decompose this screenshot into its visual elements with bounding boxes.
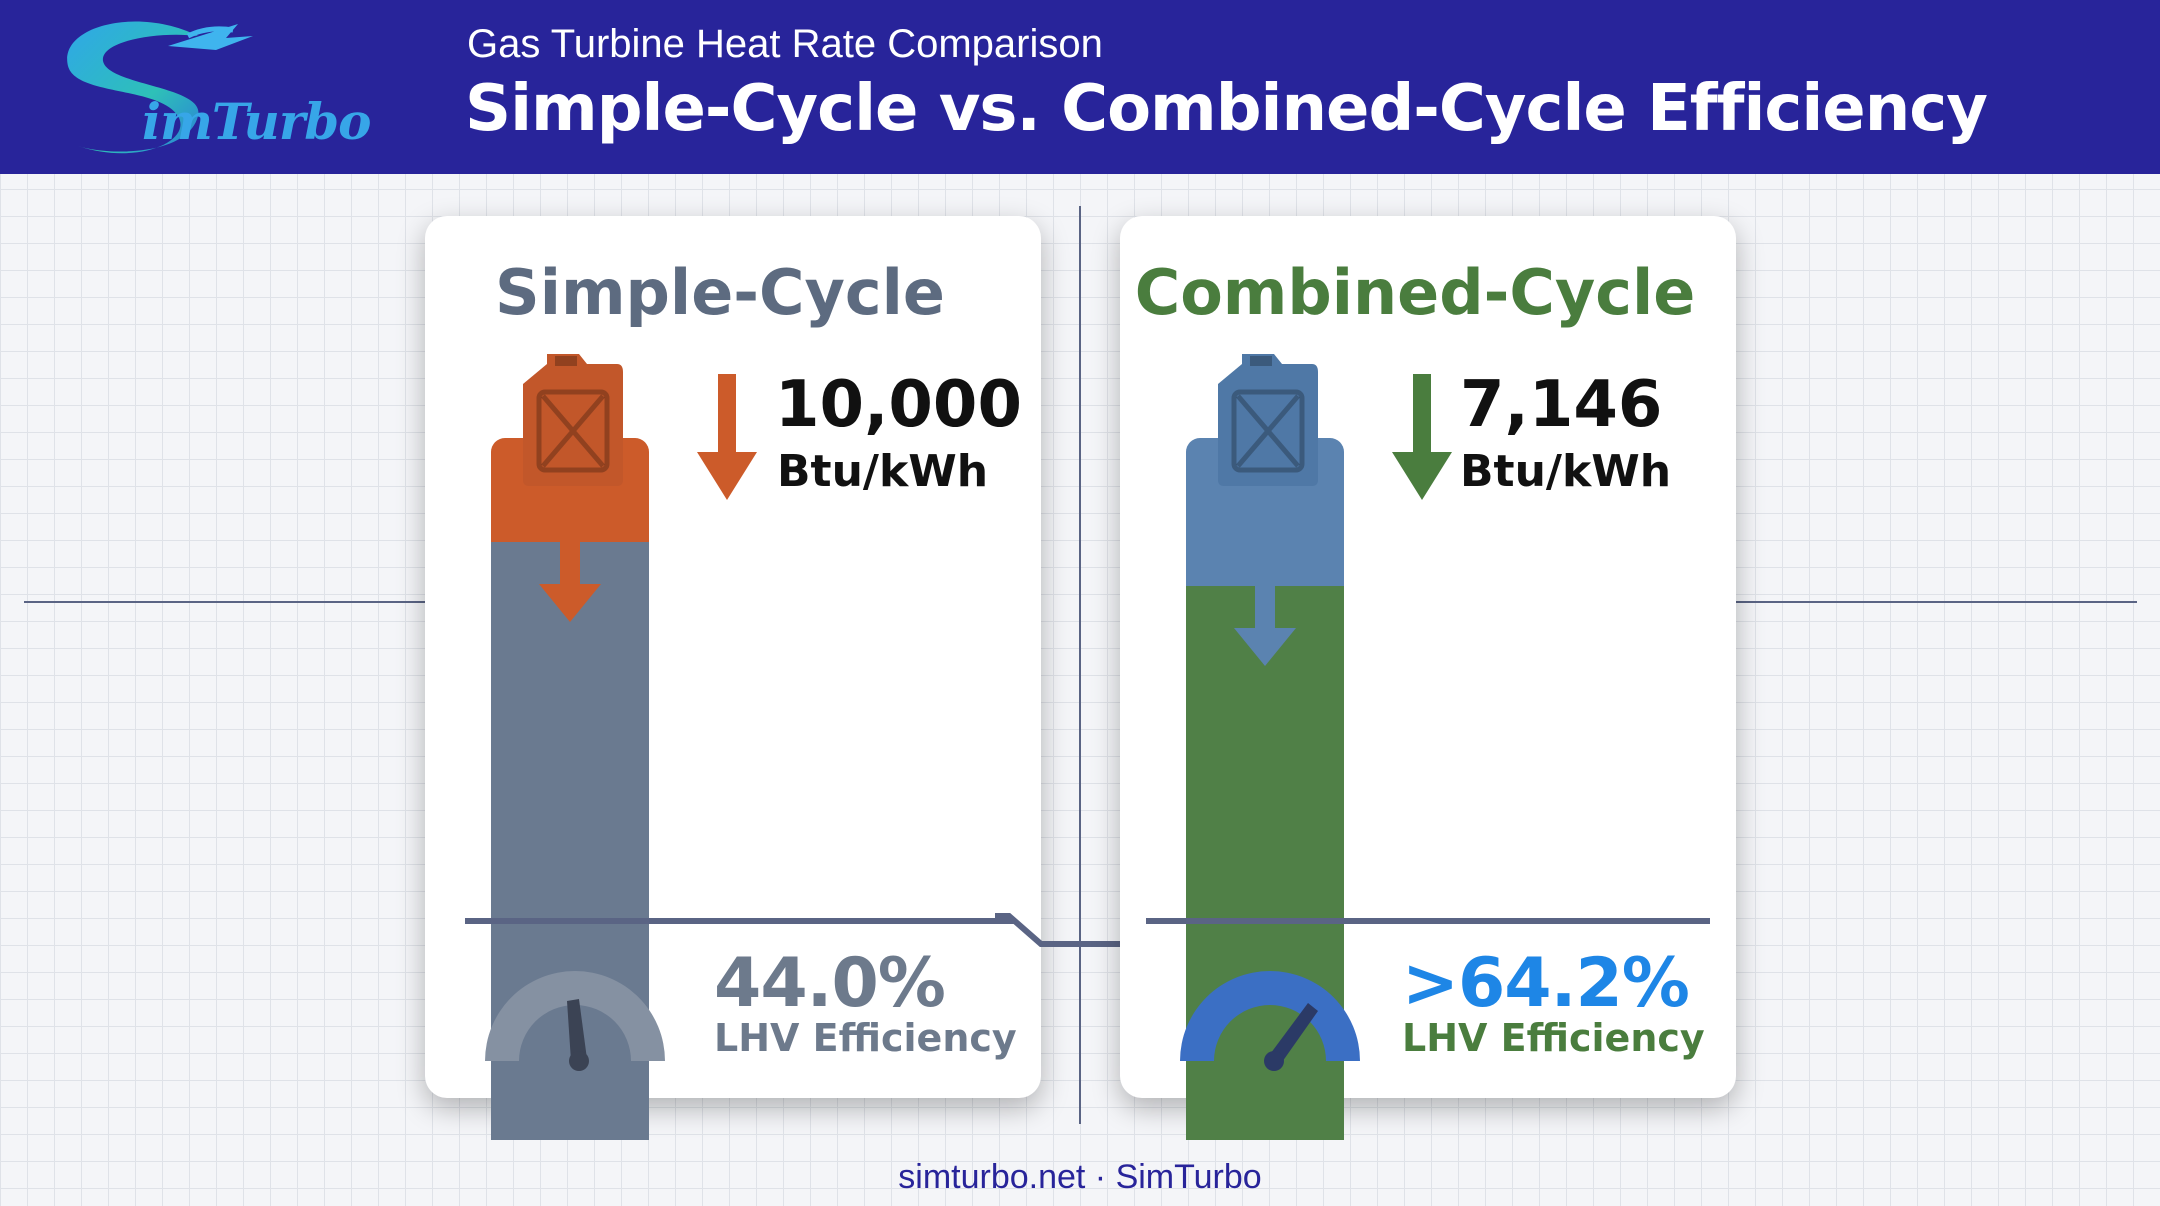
heat-rate-unit: Btu/kWh [777, 446, 989, 497]
efficiency-value: >64.2% [1402, 944, 1690, 1023]
panel-simple-cycle: Simple-Cycle 10,000 Btu/kWh 44.0% LHV Ef… [425, 216, 1041, 1140]
guide-line-right [1735, 601, 2137, 603]
page-title: Simple-Cycle vs. Combined-Cycle Efficien… [465, 72, 1988, 146]
gauge-icon [1180, 971, 1360, 1071]
fuel-can-icon [523, 354, 623, 486]
gauge-icon [485, 971, 665, 1071]
efficiency-label: LHV Efficiency [714, 1016, 1017, 1060]
efficiency-label: LHV Efficiency [1402, 1016, 1705, 1060]
simturbo-logo-icon [67, 21, 253, 154]
guide-line-left [24, 601, 426, 603]
down-arrow-icon [1234, 582, 1296, 666]
header-banner: imTurbo Gas Turbine Heat Rate Comparison… [0, 0, 2160, 174]
fuel-can-icon [1218, 354, 1318, 486]
panel-combined-cycle: Combined-Cycle 7,146 Btu/kWh >64.2% LHV … [1120, 216, 1736, 1140]
baseline [1146, 918, 1710, 924]
down-arrow-icon [697, 374, 757, 500]
panel-title: Combined-Cycle [1134, 256, 1696, 329]
footer-credit: simturbo.net · SimTurbo [898, 1158, 1262, 1196]
heat-rate-value: 7,146 [1460, 368, 1663, 442]
page-subtitle: Gas Turbine Heat Rate Comparison [467, 22, 1103, 66]
logo-text: imTurbo [142, 92, 372, 151]
down-arrow-icon [539, 538, 601, 622]
baseline [465, 918, 1015, 924]
heat-rate-value: 10,000 [775, 368, 1022, 442]
efficiency-value: 44.0% [714, 944, 946, 1023]
guide-line-center [1079, 206, 1081, 1124]
down-arrow-icon [1392, 374, 1452, 500]
heat-rate-unit: Btu/kWh [1460, 446, 1672, 497]
panel-title: Simple-Cycle [495, 256, 945, 329]
